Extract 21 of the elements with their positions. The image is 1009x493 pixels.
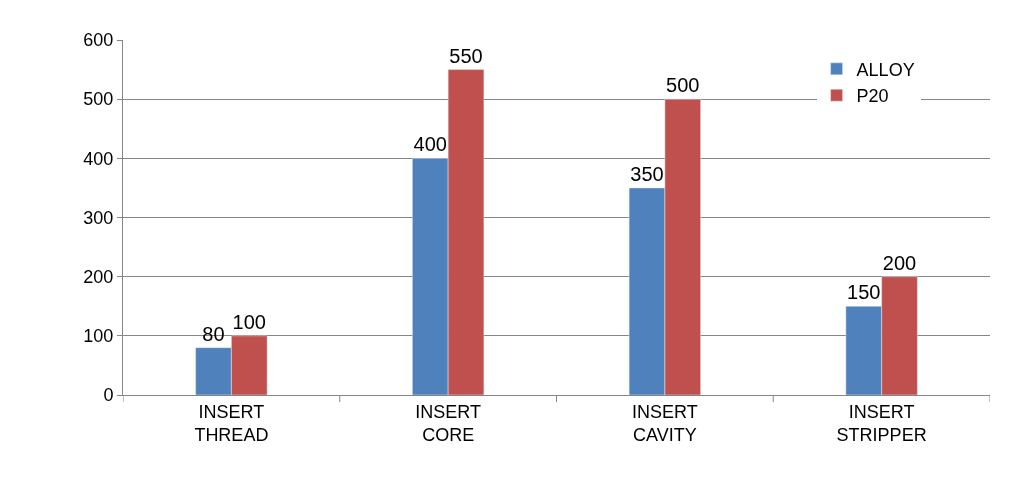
data-label: 400 [413,133,447,156]
y-tick-label: 200 [83,266,114,287]
y-tick-label: 100 [83,326,114,347]
data-label: 200 [882,251,917,274]
x-tick-label: INSERT CORE [415,401,481,445]
y-tick-label: 0 [103,385,114,406]
data-label: 350 [630,162,664,185]
data-label: 150 [847,281,881,304]
x-tick-label: INSERT CAVITY [632,401,698,445]
legend-label: ALLOY [856,59,915,80]
legend-label: P20 [856,86,889,107]
y-tick-label: 500 [83,89,114,110]
data-label: 80 [202,322,225,345]
y-tick-label: 600 [83,30,114,51]
data-label: 550 [449,44,483,67]
x-tick-label: INSERT STRIPPER [836,401,927,445]
data-label: 500 [666,74,700,97]
x-tick-label: INSERT THREAD [194,401,269,445]
y-tick-label: 400 [83,148,114,169]
data-label: 100 [232,310,266,333]
y-tick-label: 300 [83,207,114,228]
